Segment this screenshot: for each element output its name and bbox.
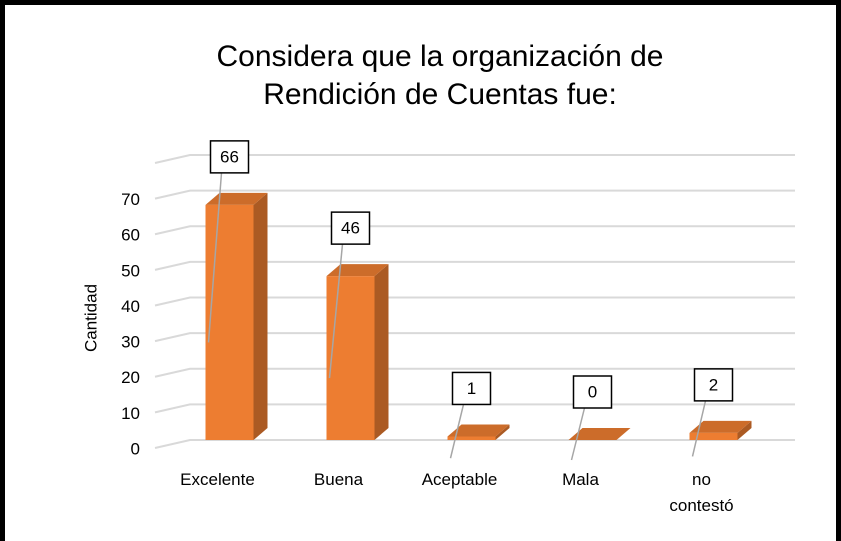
y-tick-label: 40 xyxy=(121,297,140,316)
bar-front xyxy=(205,204,254,440)
data-label-box xyxy=(572,375,613,409)
leader-line xyxy=(449,404,465,459)
bar xyxy=(689,420,752,440)
bar xyxy=(568,428,631,440)
bar-side xyxy=(737,420,752,440)
data-label: 46 xyxy=(341,219,360,238)
bar-top xyxy=(326,264,389,277)
grid-line xyxy=(154,154,795,164)
y-tick-label: 60 xyxy=(121,226,140,245)
y-tick-label: 0 xyxy=(131,439,140,458)
y-tick-label: 10 xyxy=(121,404,140,423)
x-tick-label: no contestó xyxy=(669,470,734,515)
data-label: 66 xyxy=(220,147,239,166)
bar-front xyxy=(689,432,738,440)
y-tick-label: 50 xyxy=(121,261,140,280)
leader-line xyxy=(691,400,707,457)
chart-title: Considera que la organización de Rendici… xyxy=(216,40,664,111)
bar xyxy=(326,264,389,440)
data-label: 0 xyxy=(588,382,597,401)
bar-front xyxy=(447,436,496,440)
y-tick-label: 30 xyxy=(121,333,140,352)
grid-line xyxy=(154,296,795,307)
bar-side xyxy=(374,264,389,440)
y-axis-title: Cantidad xyxy=(81,284,100,352)
bar-top xyxy=(205,192,268,205)
leader-line xyxy=(207,172,223,343)
bar xyxy=(447,424,510,440)
bar xyxy=(205,192,268,440)
data-label-box xyxy=(693,368,734,402)
bar-front xyxy=(326,276,375,440)
data-label-box xyxy=(451,371,492,406)
bar-top xyxy=(447,424,510,437)
data-label: 2 xyxy=(709,375,718,394)
data-label-box xyxy=(209,140,250,174)
data-label-box xyxy=(330,211,371,245)
grid-line xyxy=(154,439,795,449)
data-label: 1 xyxy=(467,379,476,398)
grid-line xyxy=(154,189,795,200)
bar-side xyxy=(253,192,268,440)
bar-top xyxy=(689,420,752,433)
bar-top xyxy=(568,428,631,440)
grid-line xyxy=(154,225,795,236)
x-tick-label: Excelente xyxy=(180,470,255,489)
x-tick-label: Aceptable xyxy=(421,470,498,489)
leader-line xyxy=(570,407,586,461)
grid-line xyxy=(154,367,795,378)
grid-line xyxy=(154,332,795,343)
grid-line xyxy=(154,260,795,271)
x-tick-label: Mala xyxy=(562,470,599,489)
bar-side xyxy=(495,424,510,440)
y-tick-label: 70 xyxy=(121,190,140,209)
y-tick-label: 20 xyxy=(121,368,140,387)
x-tick-label: Buena xyxy=(313,470,364,489)
leader-line xyxy=(328,244,344,379)
